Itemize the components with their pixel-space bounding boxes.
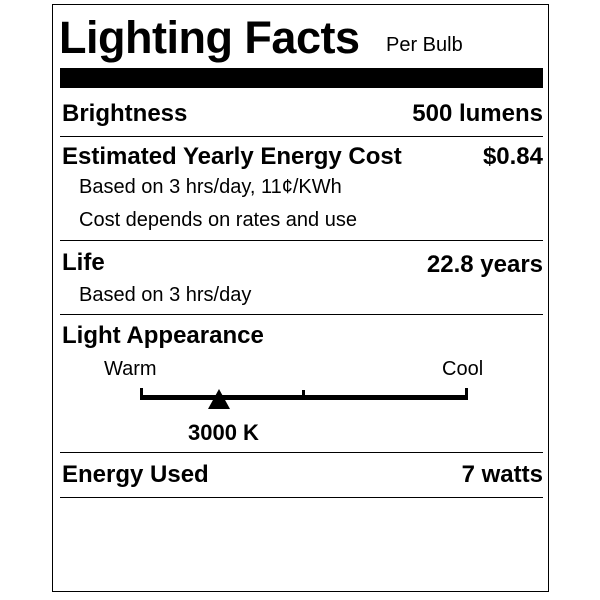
scale-tick (465, 388, 468, 400)
scale-tick (302, 390, 305, 400)
light-appearance-label: Light Appearance (62, 322, 264, 349)
divider (60, 240, 543, 241)
energy-cost-label: Estimated Yearly Energy Cost (62, 143, 402, 170)
life-value: 22.8 years (426, 251, 543, 278)
energy-cost-value: $0.84 (482, 143, 543, 170)
color-temperature-marker (207, 389, 230, 409)
warm-label: Warm (104, 358, 157, 380)
energy-cost-note: Based on 3 hrs/day, 11¢/KWh (79, 176, 342, 198)
life-label: Life (62, 249, 105, 276)
life-note: Based on 3 hrs/day (79, 284, 252, 306)
divider (60, 497, 543, 498)
divider (60, 136, 543, 137)
subtitle: Per Bulb (386, 34, 463, 56)
energy-cost-note: Cost depends on rates and use (79, 209, 357, 231)
brightness-value: 500 lumens (412, 100, 543, 127)
title-bar (60, 68, 543, 88)
divider (60, 452, 543, 453)
color-temperature-scale (140, 388, 468, 400)
scale-tick (140, 388, 143, 400)
energy-used-label: Energy Used (62, 461, 209, 488)
color-temperature-value: 3000 K (188, 420, 259, 445)
cool-label: Cool (442, 358, 484, 380)
page-title: Lighting Facts (59, 12, 360, 63)
divider (60, 314, 543, 315)
energy-used-value: 7 watts (461, 461, 543, 488)
brightness-label: Brightness (62, 100, 188, 127)
label-frame (52, 4, 549, 592)
